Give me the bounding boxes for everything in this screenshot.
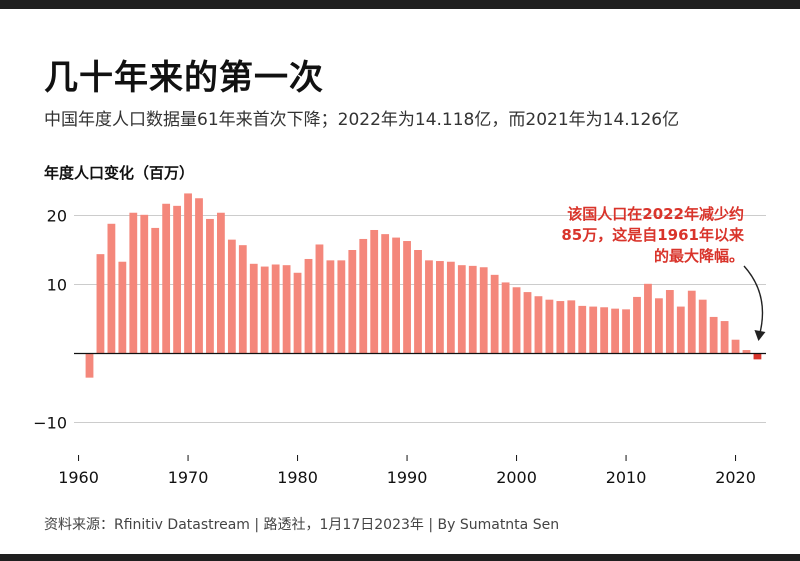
bar-1974 <box>227 239 236 354</box>
bar-1963 <box>107 223 116 354</box>
bar-2007 <box>589 306 598 354</box>
bar-2008 <box>600 307 609 354</box>
bar-1981 <box>304 258 313 354</box>
bar-1979 <box>282 265 291 354</box>
bars <box>85 193 762 378</box>
bar-2018 <box>709 316 718 354</box>
bar-1969 <box>173 205 181 354</box>
bar-2002 <box>534 296 543 354</box>
bar-1987 <box>370 229 379 354</box>
x-tick-label: 2010 <box>606 468 647 487</box>
bar-1989 <box>392 237 400 354</box>
bar-2009 <box>611 308 619 354</box>
bar-2014 <box>665 290 674 354</box>
bar-1995 <box>457 265 466 354</box>
bar-1991 <box>414 250 422 354</box>
bar-1985 <box>348 250 357 354</box>
bar-1965 <box>129 212 138 354</box>
bar-1977 <box>260 266 269 354</box>
bar-2006 <box>578 305 587 354</box>
y-tick-label: −10 <box>33 414 67 433</box>
annotation-line: 该国人口在2022年减少约 <box>567 205 744 223</box>
annotation-line: 的最大降幅。 <box>654 247 744 265</box>
x-tick-label: 2020 <box>715 468 756 487</box>
bar-2013 <box>655 298 663 354</box>
bar-1980 <box>293 272 302 354</box>
top-bar <box>0 0 800 9</box>
bar-1988 <box>381 234 390 354</box>
bar-2021 <box>742 350 751 354</box>
bar-2016 <box>687 290 696 354</box>
bar-2010 <box>622 309 630 354</box>
bar-1966 <box>140 214 149 354</box>
annotation-line: 85万，这是自1961年以来 <box>561 226 745 244</box>
y-axis-label: 年度人口变化（百万） <box>44 164 195 182</box>
bar-2017 <box>698 299 707 354</box>
bar-1992 <box>425 260 433 354</box>
bar-1970 <box>184 193 192 354</box>
bar-1984 <box>337 260 346 354</box>
bar-2022 <box>753 353 762 360</box>
x-tick-label: 2000 <box>496 468 537 487</box>
bar-2001 <box>523 292 532 354</box>
bar-1973 <box>217 212 225 354</box>
x-tick-label: 1960 <box>58 468 99 487</box>
source-note: 资料来源：Rfinitiv Datastream | 路透社，1月17日2023… <box>44 517 560 533</box>
x-tick-label: 1970 <box>168 468 209 487</box>
y-tick-label: 10 <box>47 276 67 295</box>
bar-1994 <box>446 261 455 354</box>
arrow-head <box>754 330 766 341</box>
bar-1983 <box>326 260 335 354</box>
bar-1978 <box>271 264 280 354</box>
bar-1982 <box>315 244 324 354</box>
bar-1997 <box>479 267 488 354</box>
bar-1996 <box>468 265 477 354</box>
bar-2019 <box>720 321 729 354</box>
bar-1990 <box>403 241 411 354</box>
axes: −10 10 20 1960 1970 1980 1990 2000 2010 2020 <box>33 207 766 487</box>
bar-1962 <box>96 254 105 354</box>
bar-2011 <box>633 296 641 354</box>
bar-1975 <box>238 245 247 354</box>
bar-1964 <box>118 261 127 354</box>
bar-2003 <box>545 299 554 354</box>
bar-1972 <box>206 218 214 354</box>
bar-2012 <box>644 283 652 354</box>
x-tick-label: 1980 <box>277 468 318 487</box>
bar-2015 <box>676 306 685 354</box>
bar-1976 <box>249 263 258 354</box>
bar-1971 <box>195 198 203 354</box>
bar-1968 <box>162 203 171 354</box>
page-subtitle: 中国年度人口数据量61年来首次下降；2022年为14.118亿，而2021年为1… <box>44 110 680 130</box>
bar-1967 <box>151 227 160 354</box>
bar-2004 <box>556 301 565 354</box>
x-tick-label: 1990 <box>387 468 428 487</box>
bar-1998 <box>490 274 499 354</box>
bar-1993 <box>436 261 444 354</box>
bar-1961 <box>85 353 94 378</box>
bar-1986 <box>359 238 368 354</box>
page-title: 几十年来的第一次 <box>44 58 324 98</box>
annotation-arrow <box>743 265 764 336</box>
bar-2020 <box>731 339 740 354</box>
y-tick-label: 20 <box>47 207 67 226</box>
bar-1999 <box>501 282 510 354</box>
bar-2005 <box>567 300 576 354</box>
bar-2000 <box>512 287 521 354</box>
bottom-bar <box>0 554 800 561</box>
